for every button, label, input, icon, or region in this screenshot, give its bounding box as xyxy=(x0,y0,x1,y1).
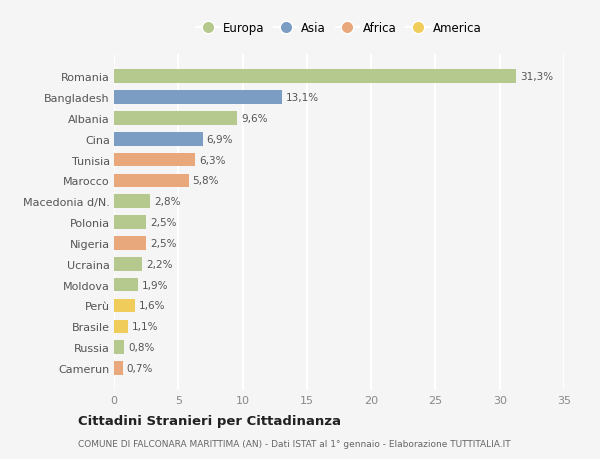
Text: 6,3%: 6,3% xyxy=(199,155,226,165)
Text: 5,8%: 5,8% xyxy=(193,176,219,186)
Text: 0,7%: 0,7% xyxy=(127,363,153,373)
Bar xyxy=(114,70,517,84)
Bar xyxy=(114,153,195,167)
Bar xyxy=(114,237,146,250)
Text: 31,3%: 31,3% xyxy=(520,72,553,82)
Bar xyxy=(114,341,124,354)
Legend: Europa, Asia, Africa, America: Europa, Asia, Africa, America xyxy=(191,17,487,40)
Text: 2,5%: 2,5% xyxy=(150,238,176,248)
Text: 13,1%: 13,1% xyxy=(286,93,319,103)
Bar xyxy=(114,91,283,105)
Bar xyxy=(114,216,146,230)
Bar xyxy=(114,299,134,313)
Text: 2,5%: 2,5% xyxy=(150,218,176,228)
Text: 6,9%: 6,9% xyxy=(206,134,233,145)
Bar xyxy=(114,174,188,188)
Bar xyxy=(114,361,123,375)
Bar xyxy=(114,278,139,292)
Bar xyxy=(114,257,142,271)
Bar xyxy=(114,320,128,333)
Text: 1,6%: 1,6% xyxy=(139,301,165,311)
Text: 2,2%: 2,2% xyxy=(146,259,173,269)
Text: 9,6%: 9,6% xyxy=(241,114,268,123)
Bar xyxy=(114,112,238,125)
Text: 0,8%: 0,8% xyxy=(128,342,155,353)
Text: 1,1%: 1,1% xyxy=(132,322,158,331)
Text: 2,8%: 2,8% xyxy=(154,197,181,207)
Bar xyxy=(114,133,203,146)
Text: COMUNE DI FALCONARA MARITTIMA (AN) - Dati ISTAT al 1° gennaio - Elaborazione TUT: COMUNE DI FALCONARA MARITTIMA (AN) - Dat… xyxy=(78,439,511,448)
Bar xyxy=(114,195,150,208)
Text: 1,9%: 1,9% xyxy=(142,280,169,290)
Text: Cittadini Stranieri per Cittadinanza: Cittadini Stranieri per Cittadinanza xyxy=(78,414,341,428)
